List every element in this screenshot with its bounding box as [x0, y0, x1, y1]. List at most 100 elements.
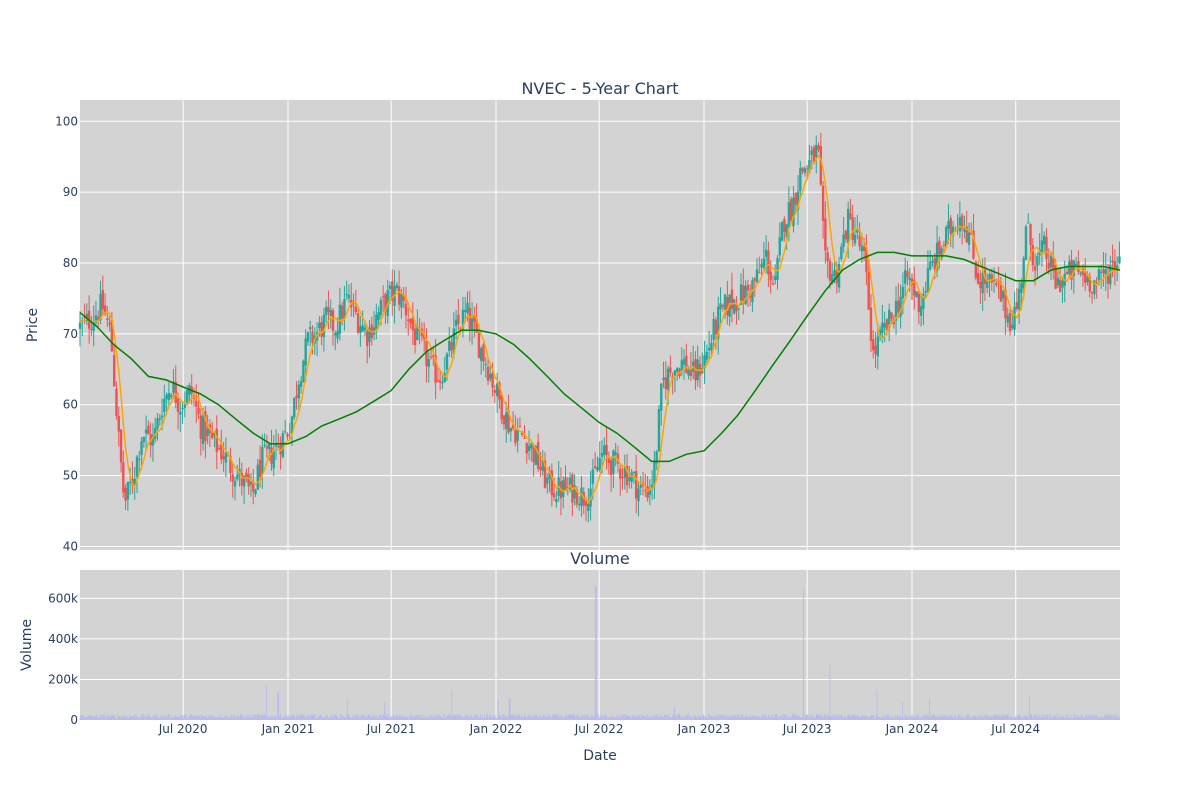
volume-bar — [263, 713, 265, 720]
volume-bar — [943, 715, 945, 720]
volume-bar — [993, 715, 994, 720]
volume-bar — [612, 716, 614, 720]
volume-bar — [484, 714, 485, 720]
volume-bar — [318, 716, 319, 720]
volume-bar — [1032, 717, 1033, 720]
volume-bar — [689, 715, 691, 720]
volume-bar — [1092, 714, 1093, 720]
volume-bar — [821, 716, 823, 720]
volume-bar — [521, 716, 523, 720]
volume-bar — [570, 714, 572, 720]
volume-bar — [1086, 715, 1088, 720]
volume-bar — [1040, 715, 1042, 720]
volume-bar — [429, 715, 431, 720]
volume-bar — [804, 717, 805, 720]
volume-bar — [851, 715, 852, 720]
volume-bar — [225, 716, 227, 720]
volume-bar — [733, 715, 734, 720]
candle-body — [413, 328, 417, 346]
candle-body — [933, 257, 936, 270]
volume-bar — [603, 714, 605, 720]
volume-bar — [534, 715, 536, 720]
volume-bar — [500, 715, 502, 720]
volume-bar — [595, 586, 597, 720]
candle-body — [787, 202, 791, 228]
candle-body — [204, 411, 207, 442]
volume-bar — [648, 716, 650, 720]
volume-bar — [906, 716, 908, 720]
volume-bar — [490, 716, 492, 720]
volume-bar — [504, 714, 506, 720]
volume-bar — [792, 714, 793, 720]
volume-bar — [309, 716, 311, 720]
volume-bar — [109, 716, 111, 720]
volume-bar — [253, 714, 255, 720]
volume-bar — [956, 718, 958, 720]
candle-body — [885, 319, 889, 331]
volume-bar — [723, 716, 725, 720]
candle-body — [90, 329, 93, 331]
volume-bar — [673, 705, 675, 720]
candle-body — [992, 278, 996, 282]
volume-bar — [250, 716, 252, 720]
volume-bar — [1078, 716, 1080, 720]
volume-bar — [286, 714, 288, 720]
volume-bar — [195, 716, 197, 720]
volume-bar — [288, 718, 290, 720]
volume-bar — [372, 714, 374, 720]
volume-bar — [1023, 715, 1025, 720]
candle-body — [682, 358, 686, 365]
volume-bar — [318, 716, 320, 720]
volume-bar — [983, 714, 985, 720]
volume-bar — [489, 714, 491, 720]
volume-bar — [306, 718, 307, 720]
candle-body — [516, 430, 519, 441]
volume-bar — [224, 715, 225, 720]
ma-long-line — [79, 251, 1121, 463]
candle-body — [432, 355, 435, 358]
volume-bar — [614, 717, 616, 720]
volume-bar — [454, 715, 456, 720]
volume-bar — [370, 716, 372, 720]
volume-bar — [184, 714, 185, 720]
candle-body — [853, 234, 857, 244]
volume-bar — [120, 718, 122, 720]
volume-bar — [613, 717, 615, 720]
candle-body — [473, 315, 476, 322]
volume-bar — [180, 715, 181, 720]
volume-bar — [654, 714, 655, 720]
volume-bar — [930, 716, 932, 720]
volume-bars — [79, 586, 1120, 720]
candle-body — [552, 493, 556, 498]
candle-body — [703, 355, 706, 369]
candle-body — [1006, 315, 1009, 323]
volume-bar — [368, 714, 370, 720]
volume-bar — [676, 718, 678, 720]
volume-bar — [687, 714, 689, 720]
volume-bar — [847, 715, 848, 720]
volume-bar — [971, 715, 973, 720]
volume-bar — [701, 714, 703, 720]
candle-body — [318, 322, 321, 329]
volume-bar — [316, 718, 318, 720]
volume-bar — [94, 716, 96, 720]
volume-bar — [689, 717, 690, 720]
date-x-tick-label: Jan 2021 — [261, 722, 315, 736]
volume-bar — [935, 716, 937, 720]
volume-bar — [462, 717, 464, 720]
volume-bar — [244, 718, 246, 720]
volume-bar — [276, 716, 278, 720]
volume-bar — [449, 714, 451, 720]
volume-bar — [762, 716, 764, 720]
volume-bar — [1110, 717, 1112, 720]
volume-bar — [123, 717, 125, 720]
volume-bar — [442, 716, 444, 720]
candle-body — [158, 418, 161, 420]
volume-bar — [855, 715, 856, 720]
volume-bar — [918, 717, 920, 720]
volume-bar — [143, 714, 145, 720]
volume-bar — [470, 716, 472, 720]
volume-bar — [889, 718, 891, 720]
volume-bar — [646, 714, 647, 720]
date-x-tick-label: Jan 2024 — [885, 722, 939, 736]
